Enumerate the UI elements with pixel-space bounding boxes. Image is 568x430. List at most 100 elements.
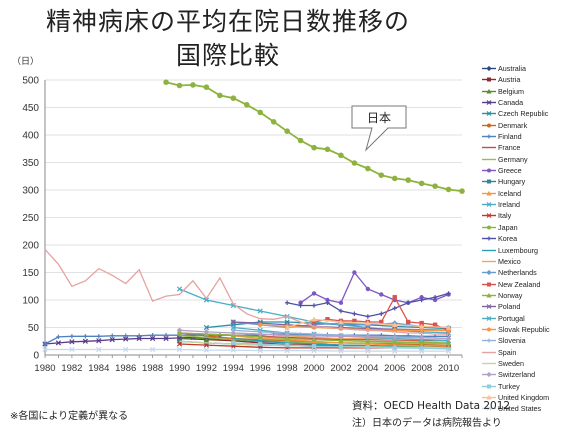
legend-item-portugal: Portugal — [481, 313, 567, 324]
legend-swatch-netherlands — [482, 270, 496, 276]
legend-label: Austria — [498, 75, 521, 85]
data-point-switzerland — [257, 331, 264, 337]
data-point-canada — [82, 338, 88, 344]
data-point-turkey — [392, 345, 397, 351]
x-tick-label: 1992 — [196, 363, 217, 374]
legend-item-switzerland: Switzerland — [481, 369, 567, 380]
legend-swatch-sweden — [482, 362, 496, 365]
data-point-canada — [149, 335, 156, 342]
data-point-japan — [391, 175, 398, 182]
legend-item-slovenia: Slovenia — [481, 335, 567, 346]
x-tick-label: 2004 — [357, 363, 378, 374]
data-point-finland — [136, 333, 142, 338]
legend-item-united-kingdom: United Kingdom — [481, 392, 567, 403]
data-point-united-kingdom — [311, 316, 317, 322]
legend-marker-poland — [486, 304, 492, 310]
legend-marker-italy — [486, 213, 492, 219]
series-line-japan — [165, 81, 463, 192]
legend-swatch-spain — [482, 351, 496, 353]
legend-swatch-australia — [482, 65, 496, 72]
data-point-canada — [123, 336, 129, 342]
data-point-korea — [352, 311, 357, 316]
legend-marker-slovenia — [487, 338, 491, 343]
data-point-japan — [378, 172, 385, 178]
data-point-greece — [298, 300, 303, 305]
y-tick-label: 100 — [22, 296, 39, 307]
data-point-japan — [418, 180, 425, 187]
x-tick-label: 1994 — [223, 363, 244, 374]
legend-swatch-switzerland — [482, 372, 496, 378]
data-point-slovak-republic — [419, 328, 424, 333]
legend-item-ireland: Ireland — [481, 199, 567, 210]
legend-label: Finland — [498, 132, 522, 142]
data-point-japan — [297, 137, 304, 144]
data-point-new-zealand — [392, 295, 397, 300]
data-point-greece — [311, 291, 317, 296]
data-point-finland — [96, 334, 102, 339]
data-point-united-states — [419, 348, 425, 354]
legend-label: Mexico — [498, 256, 521, 266]
legend-marker-belgium — [486, 88, 492, 94]
data-point-finland — [56, 334, 61, 340]
legend-swatch-austria — [482, 77, 496, 82]
data-point-norway — [338, 337, 344, 343]
legend-item-belgium: Belgium — [481, 86, 567, 97]
legend-swatch-italy — [482, 213, 496, 219]
data-point-japan — [338, 152, 344, 159]
legend-swatch-new-zealand — [482, 282, 496, 287]
data-point-italy — [176, 341, 183, 347]
data-point-japan — [351, 160, 358, 166]
x-tick-label: 1996 — [250, 363, 271, 374]
data-point-korea — [338, 308, 344, 314]
data-point-united-states — [392, 348, 398, 354]
data-point-japan — [230, 95, 237, 101]
legend-label: Turkey — [498, 381, 520, 391]
data-point-turkey — [284, 342, 290, 348]
legend-swatch-denmark — [482, 123, 496, 128]
data-point-united-states — [149, 346, 156, 353]
y-tick-label: 450 — [22, 103, 39, 114]
data-point-turkey — [311, 344, 317, 349]
legend-marker-austria — [487, 77, 491, 82]
series-line-korea — [286, 292, 449, 318]
legend-label: United States — [498, 404, 542, 414]
data-point-korea — [405, 300, 411, 305]
data-point-united-states — [123, 346, 129, 353]
data-point-united-states — [69, 346, 75, 353]
data-point-canada — [109, 336, 115, 343]
data-point-norway — [284, 335, 290, 341]
legend-label: Iceland — [498, 188, 522, 198]
data-point-norway — [445, 340, 452, 346]
legend-marker-korea — [487, 236, 491, 241]
data-point-japan — [365, 165, 371, 172]
data-point-korea — [325, 300, 330, 305]
data-point-norway — [311, 336, 317, 342]
legend-swatch-korea — [482, 236, 496, 241]
data-point-japan — [324, 146, 331, 153]
data-point-japan — [459, 188, 465, 194]
y-tick-label: 150 — [22, 268, 39, 279]
legend-item-sweden: Sweden — [481, 358, 567, 369]
legend-label: Poland — [498, 302, 521, 312]
data-point-poland — [230, 319, 236, 325]
legend-swatch-united-kingdom — [482, 394, 496, 400]
x-tick-label: 2010 — [438, 363, 459, 374]
legend-swatch-hungary — [482, 179, 496, 184]
legend-item-denmark: Denmark — [481, 120, 567, 131]
legend-item-canada: Canada — [481, 97, 567, 108]
data-point-united-states — [203, 347, 210, 353]
legend-marker-united-states — [486, 406, 492, 412]
legend-marker-czech-republic — [486, 111, 492, 117]
data-point-united-states — [338, 348, 344, 354]
y-tick-label: 400 — [22, 131, 39, 142]
data-point-japan — [257, 109, 264, 116]
legend-marker-switzerland — [486, 372, 492, 378]
data-point-greece — [432, 297, 438, 303]
y-tick-label: 250 — [22, 213, 39, 224]
data-point-korea — [311, 303, 317, 308]
legend-label: Korea — [498, 234, 518, 244]
series-united-kingdom — [284, 316, 452, 330]
legend-marker-turkey — [487, 384, 491, 389]
legend-swatch-mexico — [482, 260, 496, 263]
data-point-portugal — [230, 324, 236, 331]
